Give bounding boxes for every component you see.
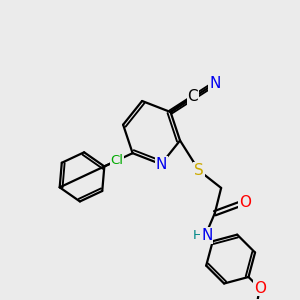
Text: O: O xyxy=(254,281,266,296)
Text: N: N xyxy=(155,157,167,172)
Text: N: N xyxy=(209,76,220,91)
Text: O: O xyxy=(239,195,251,210)
Text: C: C xyxy=(188,89,198,104)
Text: Cl: Cl xyxy=(111,154,124,167)
Text: N: N xyxy=(201,228,213,243)
Text: S: S xyxy=(194,163,204,178)
Text: H: H xyxy=(193,229,202,242)
